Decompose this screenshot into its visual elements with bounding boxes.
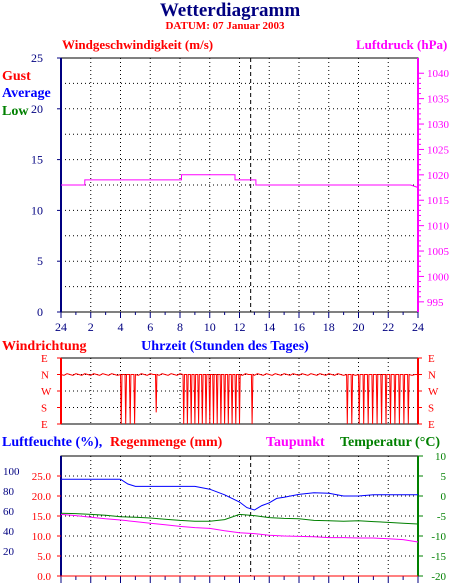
tick-label-pressure: 1010 [427,221,450,233]
tick-label-rain: 0.0 [37,571,51,583]
tick-label-temperature: -20 [431,571,446,583]
tick-label-rain: 20.0 [32,491,52,503]
tick-label-direction-right: S [428,403,434,415]
tick-label-temperature: 0 [441,491,447,503]
tick-label-hour: 4 [118,320,124,334]
tick-label-pressure: 995 [427,297,444,309]
tick-label-wind-speed: 20 [31,102,43,116]
tick-label-hour: 16 [293,320,305,334]
tick-label-direction-right: E [428,419,435,431]
tick-label-direction-left: W [41,386,52,398]
series-line-humidity [61,478,418,511]
pressure-axis-title: Luftdruck (hPa) [356,37,447,52]
temperature-axis-title: Temperatur (°C) [340,435,440,450]
tick-label-hour: 18 [323,320,335,334]
tick-label-humidity: 100 [3,466,20,478]
tick-label-pressure: 1020 [427,170,450,182]
tick-label-direction-right: N [428,370,436,382]
chart-title: Wetterdiagramm [160,0,301,21]
tick-label-temperature: -5 [437,511,447,523]
series-line-wind-direction [60,373,418,425]
tick-label-direction-left: S [41,403,47,415]
tick-label-pressure: 1005 [427,246,450,258]
tick-label-hour: 14 [263,320,275,334]
dewpoint-label: Taupunkt [266,435,325,450]
tick-label-pressure: 1035 [427,94,450,106]
humidity-axis-title: Luftfeuchte (%), [2,435,102,450]
tick-label-wind-speed: 5 [37,254,43,268]
tick-label-temperature: 5 [441,471,447,483]
tick-label-hour: 8 [177,320,183,334]
tick-label-temperature: -10 [431,531,446,543]
tick-label-direction-left: E [41,419,48,431]
series-line-dewpoint [60,513,419,543]
series-line-pressure [61,174,419,188]
tick-label-wind-speed: 25 [31,51,43,65]
tick-label-rain: 10.0 [32,531,52,543]
tick-label-wind-speed: 0 [37,305,43,319]
tick-label-temperature: 10 [435,451,447,463]
tick-label-hour: 22 [382,320,394,334]
tick-label-direction-right: W [428,386,439,398]
tick-label-hour: 24 [412,320,424,334]
tick-label-humidity: 40 [3,526,15,538]
chart-marks: 0510152025995100010051010101510201025103… [3,51,450,583]
series-line-temperature [60,512,419,525]
tick-label-humidity: 60 [3,506,15,518]
legend-average: Average [2,86,51,101]
tick-label-pressure: 1030 [427,119,450,131]
tick-label-rain: 25.0 [32,471,52,483]
tick-label-direction-right: E [428,353,435,365]
chart-date: DATUM: 07 Januar 2003 [165,20,285,32]
tick-label-direction-left: N [41,370,49,382]
tick-label-hour: 10 [204,320,216,334]
tick-label-temperature: -15 [431,551,446,563]
tick-label-hour: 24 [55,320,67,334]
tick-label-pressure: 1025 [427,144,450,156]
tick-label-hour: 12 [234,320,246,334]
tick-label-humidity: 80 [3,486,15,498]
tick-label-humidity: 20 [3,546,15,558]
tick-label-hour: 20 [353,320,365,334]
tick-label-pressure: 1015 [427,195,450,207]
legend-low: Low [2,104,29,119]
tick-label-wind-speed: 10 [31,203,43,217]
tick-label-pressure: 1040 [427,68,450,80]
wind-speed-axis-title: Windgeschwindigkeit (m/s) [62,37,213,52]
legend-gust: Gust [2,69,31,84]
tick-label-wind-speed: 15 [31,153,43,167]
wind-direction-label: Windrichtung [2,339,87,354]
rain-axis-title: Regenmenge (mm) [110,435,223,450]
tick-label-hour: 6 [147,320,153,334]
time-axis-title: Uhrzeit (Stunden des Tages) [141,339,309,354]
tick-label-rain: 15.0 [32,511,52,523]
tick-label-rain: 5.0 [37,551,51,563]
tick-label-pressure: 1000 [427,271,450,283]
tick-label-direction-left: E [41,353,48,365]
tick-label-hour: 2 [88,320,94,334]
